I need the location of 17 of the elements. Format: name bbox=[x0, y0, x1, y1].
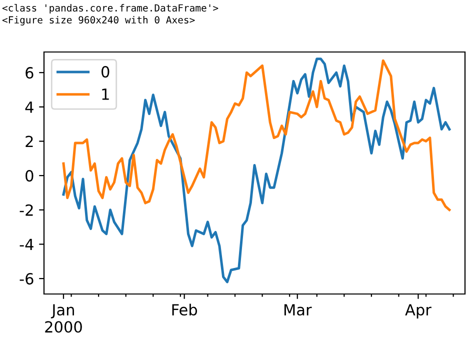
y-tick-label: -6 bbox=[20, 273, 34, 285]
legend-label: 1 bbox=[102, 88, 109, 100]
y-tick-label: 0 bbox=[26, 170, 34, 182]
y-tick-label: 6 bbox=[26, 67, 34, 79]
line-series bbox=[62, 58, 451, 284]
x-tick-label: Feb bbox=[172, 304, 198, 316]
x-tick-label: Apr bbox=[405, 304, 432, 319]
x-tick-label: Jan 2000 bbox=[45, 304, 82, 333]
y-tick-label: -4 bbox=[20, 238, 34, 250]
x-tick-label: Mar bbox=[284, 304, 312, 316]
text: <Figure size 960x240 with 0 Axes> bbox=[2, 16, 195, 26]
y-tick-label: -2 bbox=[20, 204, 33, 216]
y-tick-label: 4 bbox=[25, 102, 34, 113]
legend-label: 0 bbox=[102, 66, 110, 78]
text: <class 'pandas.core.frame.DataFrame'> bbox=[2, 4, 218, 14]
y-tick-label: 2 bbox=[26, 136, 33, 148]
line-series bbox=[62, 59, 451, 212]
